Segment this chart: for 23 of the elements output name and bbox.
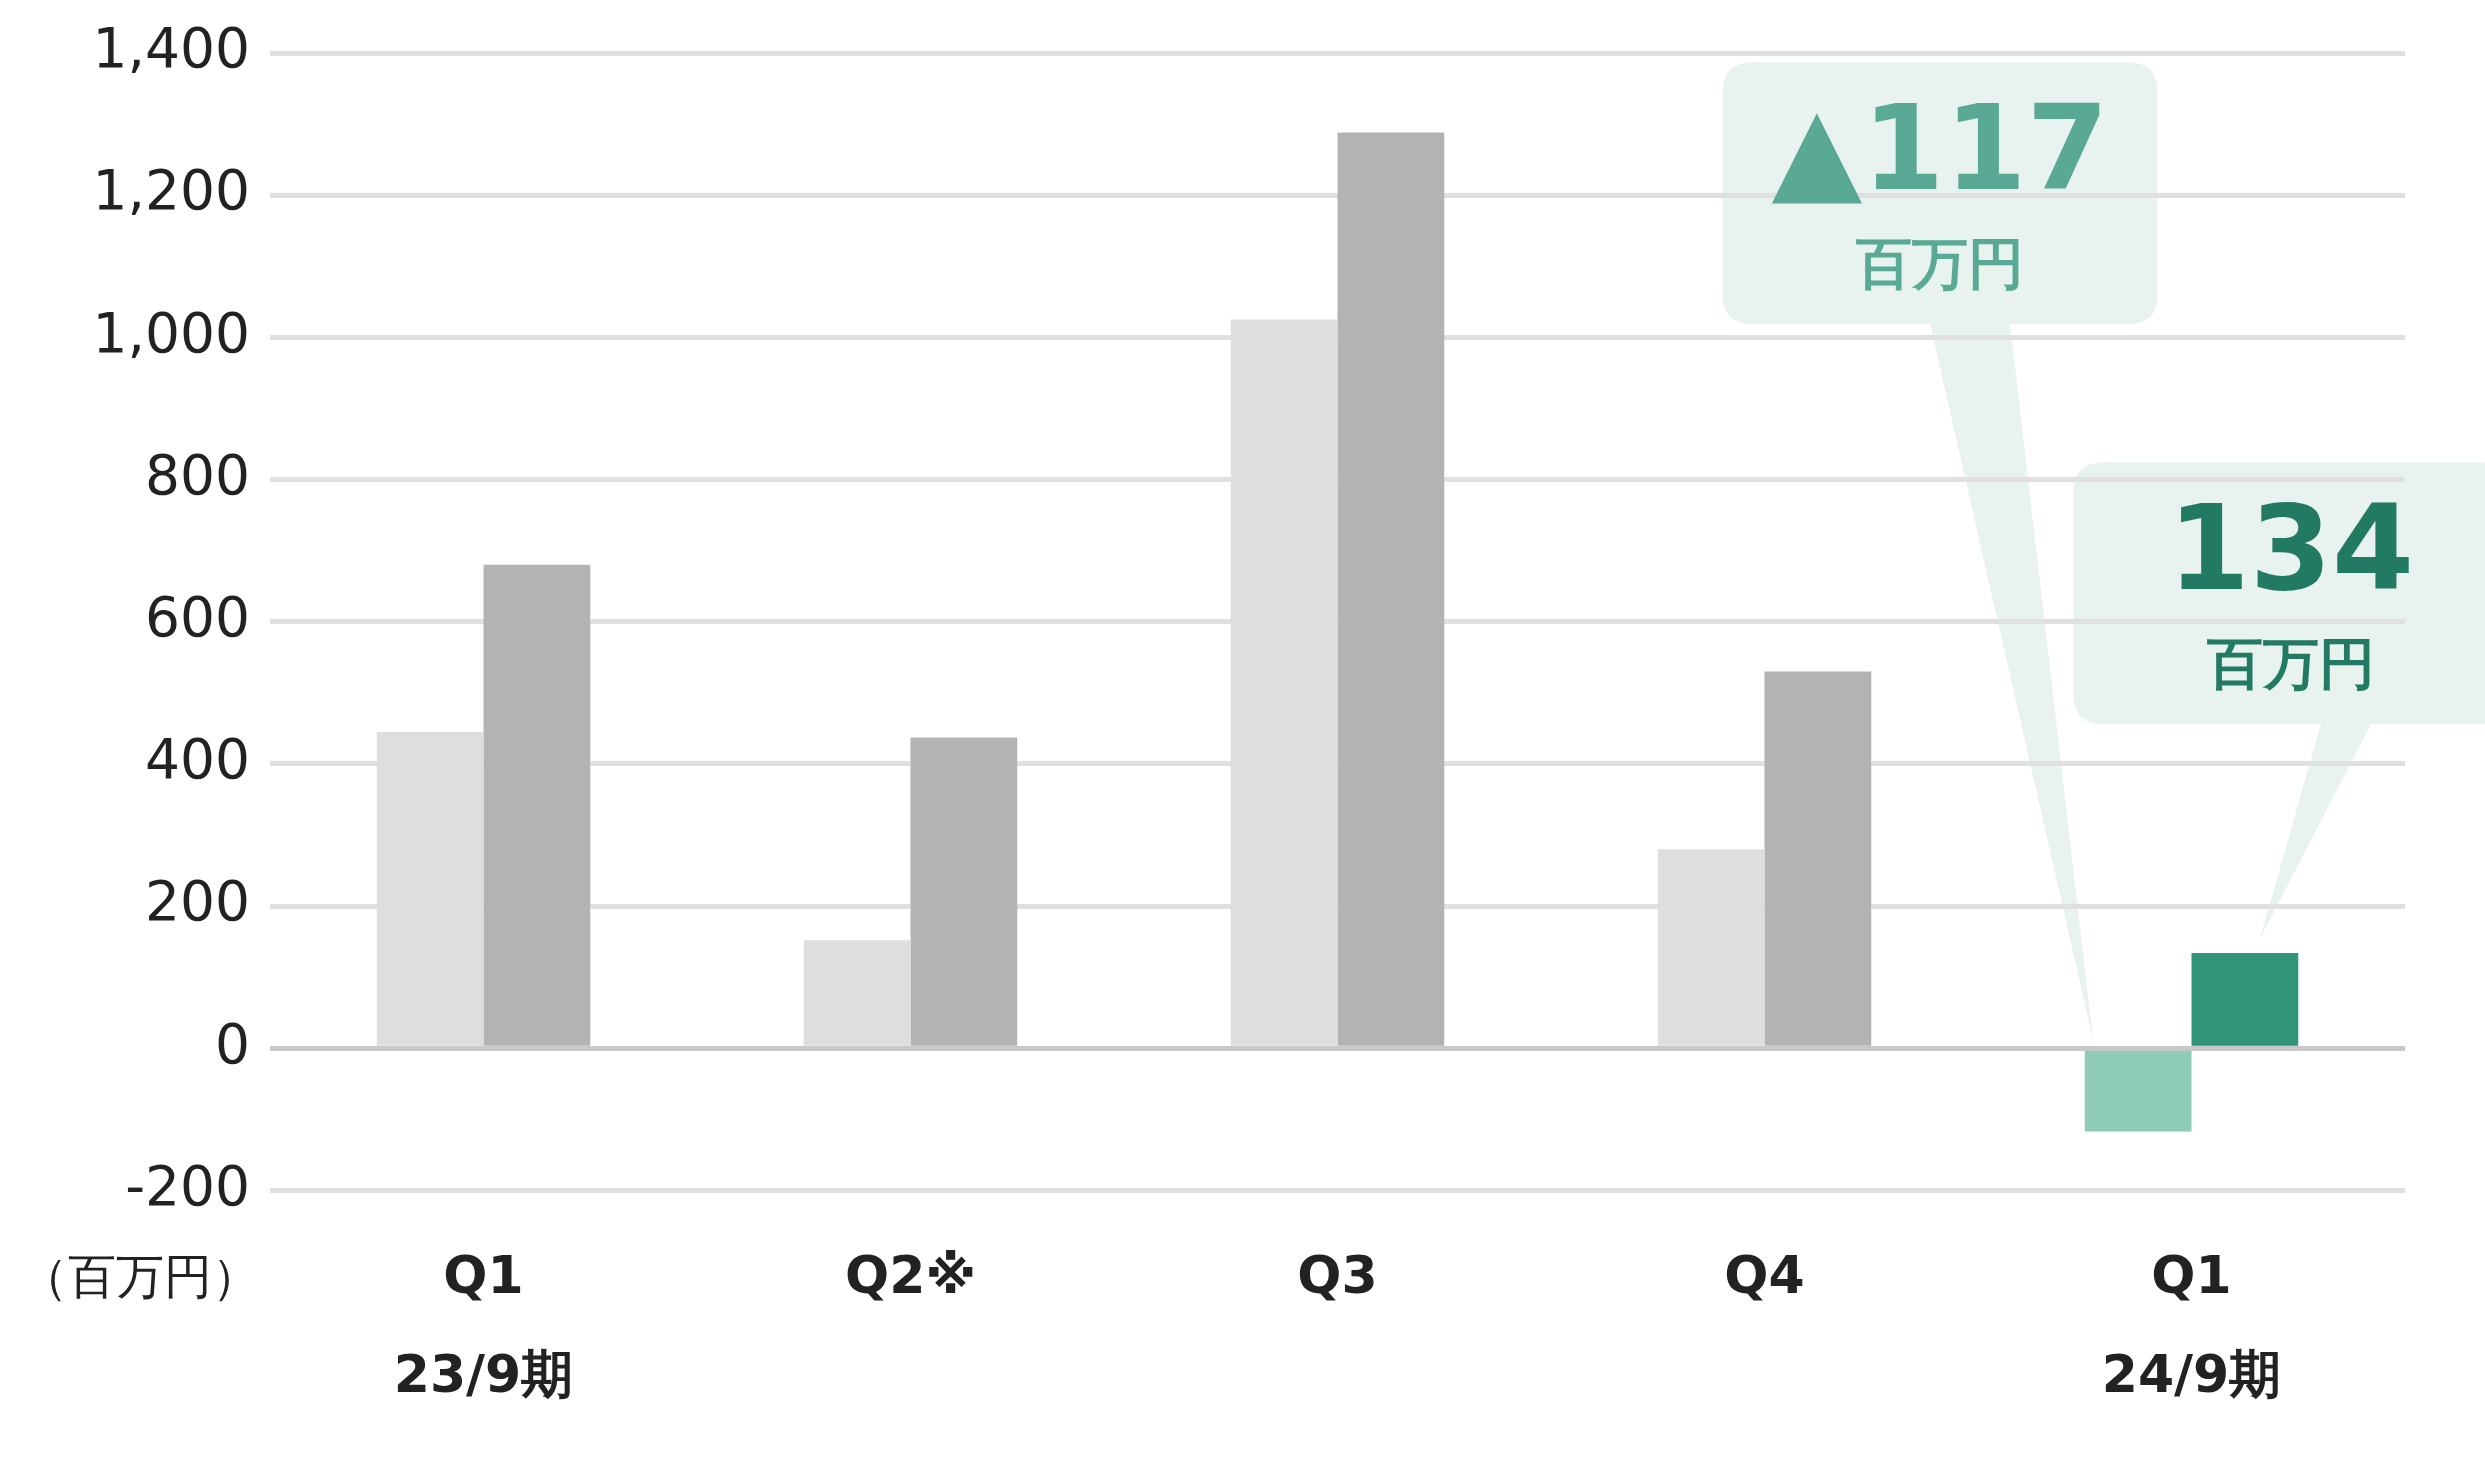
y-tick-label: 1,200 — [92, 158, 250, 223]
x-tick-label: Q1 23/9期 — [393, 1245, 574, 1405]
y-tick-label: 400 — [145, 727, 250, 792]
bar — [2191, 952, 2299, 1046]
y-tick-label: 800 — [145, 442, 250, 507]
y-axis-title: （百万円） — [20, 1247, 260, 1304]
annotation: 134 百万円 — [2167, 478, 2415, 696]
x-tick-label: Q4 — [1724, 1245, 1805, 1306]
bar — [1764, 671, 1872, 1046]
y-tick-label: 0 — [215, 1011, 250, 1076]
bar — [1337, 132, 1445, 1046]
y-tick-label: 600 — [145, 584, 250, 649]
y-tick-label: -200 — [125, 1153, 250, 1218]
bar — [803, 940, 911, 1046]
y-tick-label: 1,400 — [92, 16, 250, 81]
bar — [483, 564, 591, 1046]
x-tick-label: Q1 24/9期 — [2101, 1245, 2282, 1405]
y-tick-label: 1,000 — [92, 300, 250, 365]
y-tick-label: 200 — [145, 869, 250, 934]
bar — [910, 737, 1018, 1046]
x-tick-label: Q3 — [1297, 1245, 1378, 1306]
annotation: ▲117 百万円 — [1771, 78, 2109, 296]
x-tick-label: Q2※ — [845, 1245, 976, 1306]
